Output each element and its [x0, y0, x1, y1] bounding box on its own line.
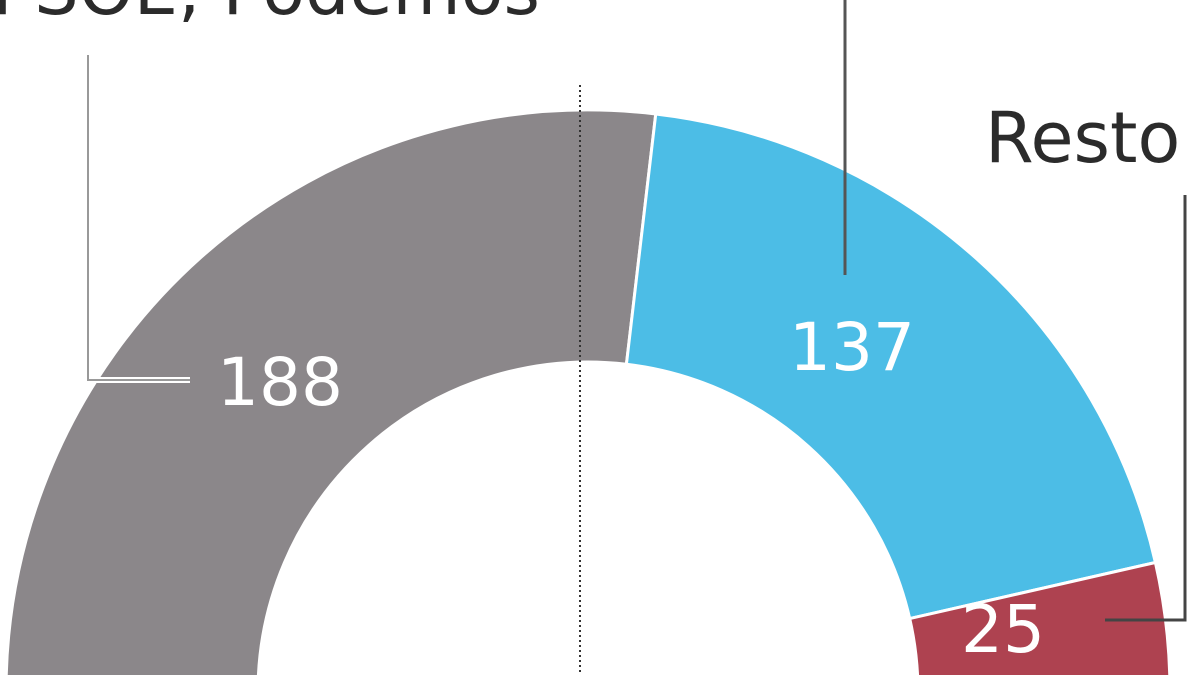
leader-line-psoe-inner [87, 55, 190, 381]
data-label-25: 25 [961, 591, 1045, 668]
slice-188 [4, 108, 658, 675]
data-label-188: 188 [217, 344, 343, 421]
label-resto: Resto [985, 97, 1180, 179]
leader-line-resto [1105, 195, 1187, 622]
label-psoe-podemos: PSOE, Podemos [0, 0, 540, 31]
slice-137 [624, 112, 1158, 621]
slice-25 [907, 560, 1172, 675]
data-label-137: 137 [789, 309, 915, 386]
